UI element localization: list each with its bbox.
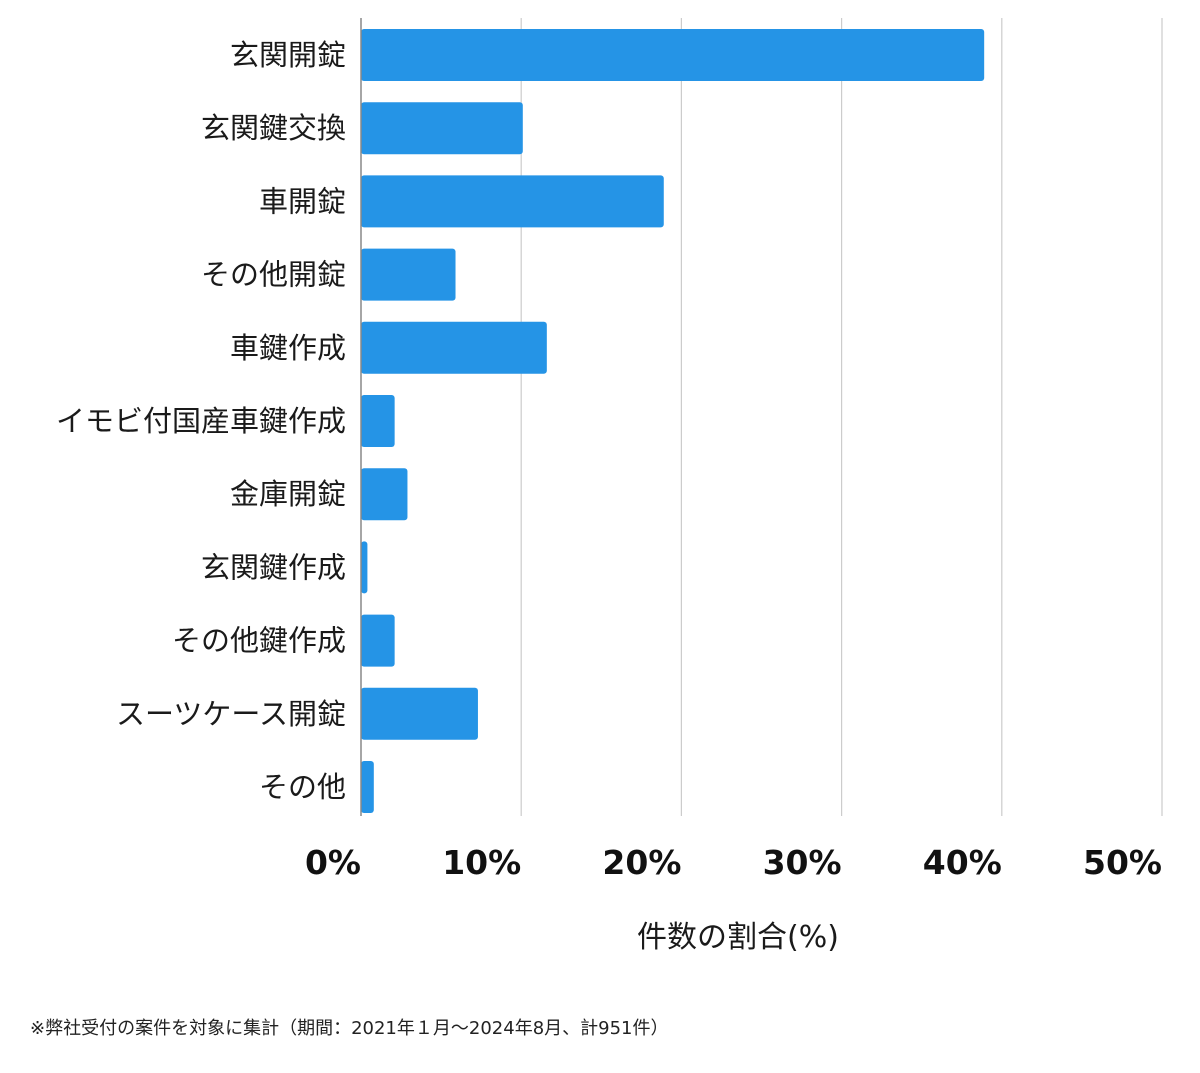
x-tick-label-40: 40% [923,843,1002,882]
bar-8 [361,541,368,594]
x-tick-label-20: 20% [602,843,681,882]
x-tick-label-30: 30% [763,843,842,882]
x-tick-label-10: 10% [442,843,521,882]
footnote: ※弊社受付の案件を対象に集計（期間：2021年１月〜2024年8月、計951件） [30,1018,669,1039]
x-tick-label-50: 50% [1083,843,1162,882]
bar-6 [361,395,395,447]
x-axis-title: 件数の割合(%) [637,920,839,955]
bar-7 [361,468,408,521]
bar-10 [361,687,478,740]
bar-3 [361,175,664,228]
category-label-4: その他開錠 [201,258,346,292]
category-label-11: その他 [259,770,346,804]
category-labels: 玄関開錠玄関鍵交換車開錠その他開錠車鍵作成イモビ付国産車鍵作成金庫開錠玄関鍵作成… [56,38,346,804]
grid-lines [520,18,1163,816]
bar-5 [361,321,547,374]
bar-9 [361,614,395,667]
category-label-8: 玄関鍵作成 [201,550,346,584]
bar-1 [361,29,985,81]
category-label-7: 金庫開錠 [230,477,346,511]
bar-2 [361,102,523,155]
category-label-6: イモビ付国産車鍵作成 [56,404,346,438]
bars [361,29,985,813]
category-label-10: スーツケース開錠 [116,697,346,731]
bar-4 [361,248,456,301]
x-tick-labels: 0% 10% 20% 30% 40% 50% [305,843,1162,882]
category-label-1: 玄関開錠 [230,38,346,72]
category-label-9: その他鍵作成 [172,624,346,658]
bar-11 [361,761,374,813]
category-label-2: 玄関鍵交換 [201,111,346,145]
x-tick-label-0: 0% [305,843,361,882]
category-label-5: 車鍵作成 [230,331,346,365]
category-label-3: 車開錠 [259,184,346,218]
